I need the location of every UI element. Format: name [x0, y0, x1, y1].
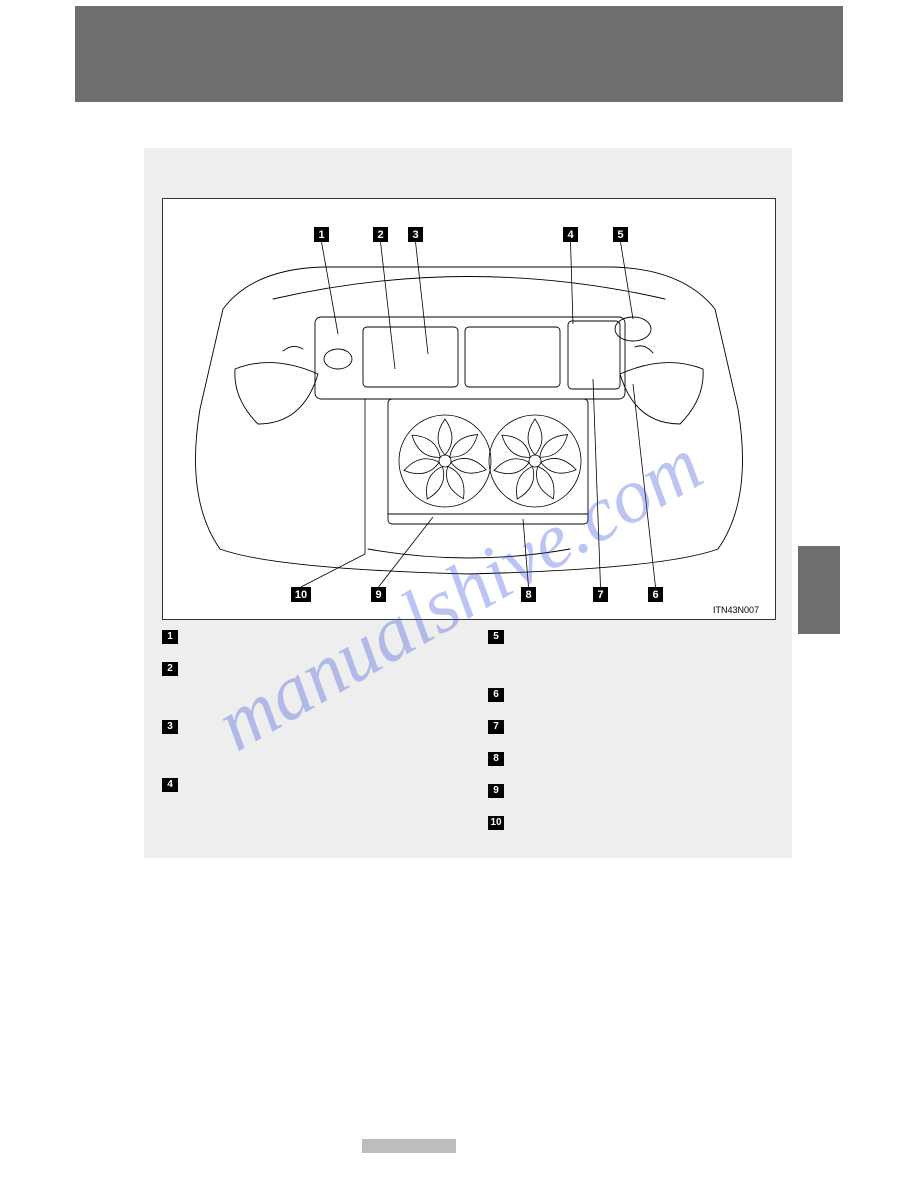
legend-number-10: 10 [488, 816, 504, 830]
svg-text:7: 7 [597, 589, 603, 601]
image-code: ITN43N007 [713, 605, 759, 615]
callout-8: 8 [521, 519, 536, 602]
legend-item-10: 10 [488, 816, 504, 830]
svg-text:4: 4 [567, 229, 574, 241]
legend-number-6: 6 [488, 688, 504, 702]
callout-9: 9 [371, 517, 433, 602]
legend-number-1: 1 [162, 630, 178, 644]
svg-text:6: 6 [652, 589, 658, 601]
svg-text:2: 2 [377, 229, 383, 241]
svg-text:3: 3 [412, 229, 418, 241]
legend-number-5: 5 [488, 630, 504, 644]
engine-diagram-svg: 1 2 3 4 5 10 9 8 7 6 ITN43N007 [163, 199, 775, 619]
legend-item-4: 4 [162, 778, 178, 792]
svg-text:5: 5 [617, 229, 623, 241]
legend-item-3: 3 [162, 720, 178, 734]
legend-item-5: 5 [488, 630, 504, 644]
svg-text:10: 10 [295, 589, 307, 601]
callout-6: 6 [633, 384, 663, 602]
legend-item-8: 8 [488, 752, 504, 766]
header-band [75, 6, 843, 102]
callout-4: 4 [563, 227, 578, 324]
legend-item-9: 9 [488, 784, 504, 798]
legend-number-4: 4 [162, 778, 178, 792]
svg-text:1: 1 [318, 229, 324, 241]
section-side-tab [798, 546, 840, 634]
legend-number-9: 9 [488, 784, 504, 798]
callout-10: 10 [291, 399, 365, 602]
legend-item-7: 7 [488, 720, 504, 734]
legend-item-6: 6 [488, 688, 504, 702]
svg-text:9: 9 [375, 589, 381, 601]
callouts-top: 1 2 3 4 5 [314, 227, 633, 369]
svg-text:8: 8 [525, 589, 531, 601]
legend-item-2: 2 [162, 662, 178, 676]
legend-item-1: 1 [162, 630, 178, 644]
legend-number-2: 2 [162, 662, 178, 676]
callout-2: 2 [373, 227, 395, 369]
callout-5: 5 [613, 227, 633, 319]
engine-compartment-diagram: 1 2 3 4 5 10 9 8 7 6 ITN43N007 [162, 198, 776, 620]
legend-number-3: 3 [162, 720, 178, 734]
legend-number-7: 7 [488, 720, 504, 734]
legend-number-8: 8 [488, 752, 504, 766]
manual-page: 12345 109876 ITN43N007 1234 5678910 manu… [0, 0, 918, 1188]
page-marker-strip [362, 1139, 456, 1153]
figure-panel: 1 2 3 4 5 10 9 8 7 6 ITN43N007 1 2 3 4 5 6 7 8 9 10 [144, 148, 792, 858]
callout-3: 3 [408, 227, 428, 354]
